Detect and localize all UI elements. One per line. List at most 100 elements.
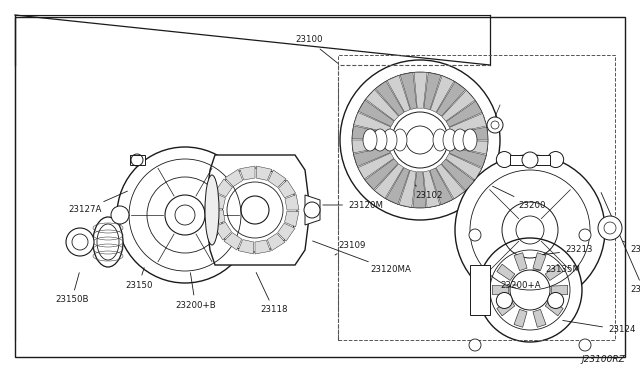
Polygon shape <box>533 253 546 271</box>
Polygon shape <box>211 210 225 225</box>
Circle shape <box>548 151 564 167</box>
Circle shape <box>497 292 513 308</box>
Polygon shape <box>376 81 404 116</box>
Polygon shape <box>442 159 474 190</box>
Circle shape <box>497 151 513 167</box>
Polygon shape <box>305 195 320 225</box>
Polygon shape <box>130 155 145 165</box>
Polygon shape <box>285 195 299 210</box>
Text: 23135M: 23135M <box>532 266 580 275</box>
Ellipse shape <box>363 129 377 151</box>
Polygon shape <box>497 299 515 316</box>
Polygon shape <box>510 155 550 165</box>
Polygon shape <box>552 285 568 295</box>
Polygon shape <box>446 101 482 127</box>
Polygon shape <box>436 82 465 116</box>
Polygon shape <box>352 126 388 140</box>
Polygon shape <box>365 159 398 190</box>
Polygon shape <box>352 140 388 153</box>
Polygon shape <box>387 75 410 112</box>
Polygon shape <box>358 100 394 126</box>
Polygon shape <box>545 299 563 316</box>
Polygon shape <box>492 285 508 295</box>
Circle shape <box>111 206 129 224</box>
Polygon shape <box>353 147 390 167</box>
Text: 23124: 23124 <box>563 320 636 334</box>
Circle shape <box>579 339 591 351</box>
Polygon shape <box>414 72 427 108</box>
Polygon shape <box>514 253 527 271</box>
Ellipse shape <box>205 175 219 245</box>
Text: 23213: 23213 <box>543 246 593 255</box>
Text: 23100: 23100 <box>295 35 338 63</box>
Bar <box>338 55 615 340</box>
Polygon shape <box>256 166 272 180</box>
Text: 23102: 23102 <box>415 185 442 199</box>
Circle shape <box>487 117 503 133</box>
Polygon shape <box>358 153 394 179</box>
Polygon shape <box>386 168 410 204</box>
Polygon shape <box>399 170 416 208</box>
Polygon shape <box>278 180 296 198</box>
Polygon shape <box>470 265 490 315</box>
Polygon shape <box>374 164 403 198</box>
Polygon shape <box>446 154 482 180</box>
Polygon shape <box>545 264 563 280</box>
Polygon shape <box>436 164 465 199</box>
Circle shape <box>522 152 538 168</box>
Ellipse shape <box>443 129 457 151</box>
Polygon shape <box>211 193 225 209</box>
Text: 23127A: 23127A <box>68 191 127 215</box>
Polygon shape <box>430 168 453 205</box>
Ellipse shape <box>93 217 123 267</box>
Polygon shape <box>365 90 399 121</box>
Polygon shape <box>285 211 299 227</box>
Circle shape <box>66 228 94 256</box>
Polygon shape <box>424 73 441 110</box>
Text: 23120MA: 23120MA <box>312 241 411 275</box>
Polygon shape <box>449 147 486 168</box>
Circle shape <box>117 147 253 283</box>
Polygon shape <box>205 155 310 265</box>
Polygon shape <box>451 127 488 140</box>
Polygon shape <box>268 233 285 251</box>
Polygon shape <box>215 179 232 197</box>
Polygon shape <box>268 170 286 187</box>
Polygon shape <box>514 310 527 327</box>
Circle shape <box>579 229 591 241</box>
Polygon shape <box>255 240 271 254</box>
Polygon shape <box>431 76 454 112</box>
Ellipse shape <box>373 129 387 151</box>
Circle shape <box>469 229 481 241</box>
Circle shape <box>548 292 564 308</box>
Polygon shape <box>497 264 515 280</box>
Polygon shape <box>449 113 486 133</box>
Polygon shape <box>400 73 417 109</box>
Text: 23118: 23118 <box>256 273 287 314</box>
Circle shape <box>478 238 582 342</box>
Text: 23150B: 23150B <box>55 273 88 305</box>
Text: 23109: 23109 <box>335 241 365 255</box>
Text: J23100RZ: J23100RZ <box>581 355 625 364</box>
Polygon shape <box>214 222 232 240</box>
Polygon shape <box>239 166 255 180</box>
Polygon shape <box>442 90 475 121</box>
Polygon shape <box>354 112 391 133</box>
Ellipse shape <box>393 129 407 151</box>
Circle shape <box>469 339 481 351</box>
Polygon shape <box>533 310 546 327</box>
Text: 23200: 23200 <box>493 186 545 209</box>
Polygon shape <box>423 171 440 208</box>
Ellipse shape <box>453 129 467 151</box>
Polygon shape <box>225 169 243 187</box>
Text: 23120M: 23120M <box>323 201 383 209</box>
Circle shape <box>598 216 622 240</box>
Text: 23156: 23156 <box>623 241 640 254</box>
Text: 23127: 23127 <box>601 193 640 295</box>
Text: 23150: 23150 <box>125 267 152 289</box>
Polygon shape <box>451 141 488 154</box>
Polygon shape <box>224 232 242 250</box>
Polygon shape <box>278 223 295 241</box>
Polygon shape <box>238 240 254 254</box>
Ellipse shape <box>433 129 447 151</box>
